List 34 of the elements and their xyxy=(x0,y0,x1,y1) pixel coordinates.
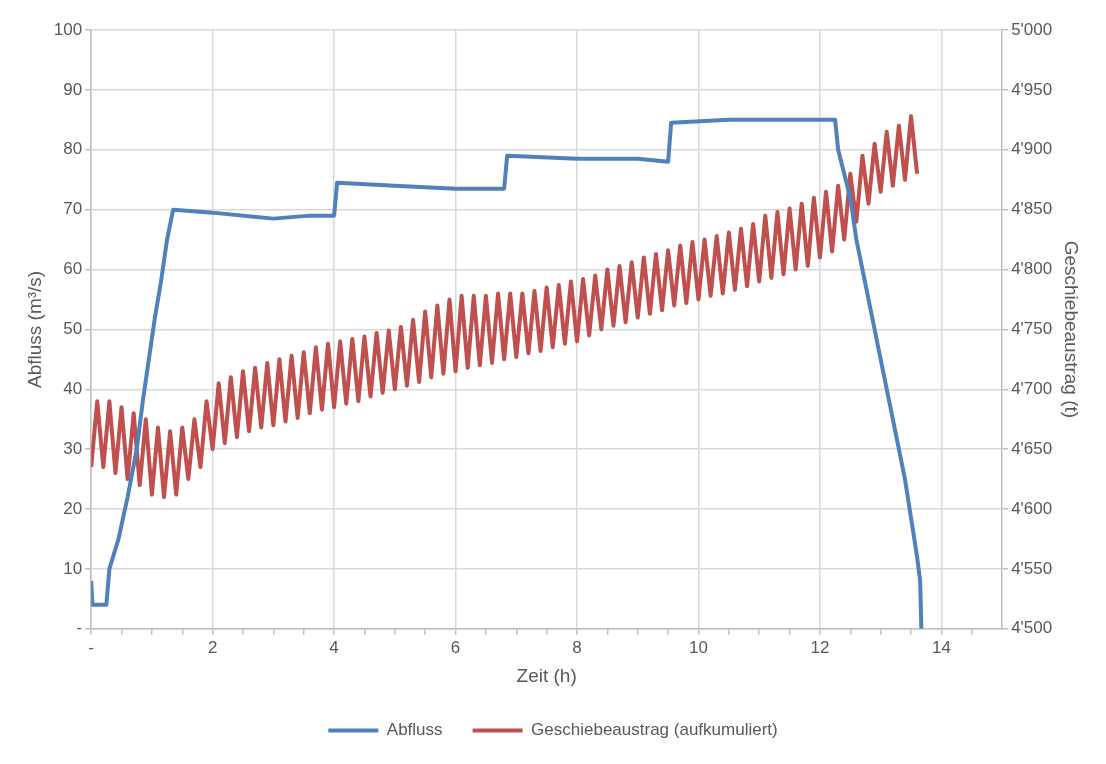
x-tick-label: 10 xyxy=(689,637,708,657)
x-tick-label: 2 xyxy=(207,637,218,657)
y-tick-label: 40 xyxy=(63,378,83,398)
y-tick-label: 20 xyxy=(63,498,83,518)
y-tick-label: 10 xyxy=(63,558,83,578)
x-tick-label: 6 xyxy=(450,637,461,657)
y2-tick-label: 4'650 xyxy=(1011,438,1053,458)
x-tick-label: 14 xyxy=(931,637,951,657)
x-tick-label: 4 xyxy=(329,637,339,657)
legend-label: Geschiebeaustrag (aufkumuliert) xyxy=(531,720,778,740)
y-tick-label: 80 xyxy=(63,139,83,159)
y2-tick-label: 4'700 xyxy=(1011,378,1053,398)
y-tick-label: - xyxy=(76,618,83,638)
y2-tick-label: 4'550 xyxy=(1011,558,1053,578)
y-tick-label: 30 xyxy=(63,438,83,458)
y-tick-label: 90 xyxy=(63,79,83,99)
y2-tick-label: 4'900 xyxy=(1011,139,1053,159)
y2-axis-title: Geschiebeaustrag (t) xyxy=(1061,240,1083,419)
legend-label: Abfluss xyxy=(386,720,443,740)
y-tick-label: 70 xyxy=(63,199,83,219)
y-tick-label: 100 xyxy=(53,19,83,39)
y2-tick-label: 4'950 xyxy=(1011,79,1053,99)
y-tick-label: 50 xyxy=(63,319,83,339)
x-tick-label: 8 xyxy=(572,637,582,657)
y2-tick-label: 4'600 xyxy=(1011,498,1053,518)
x-tick-label: 12 xyxy=(810,637,830,657)
x-axis-title: Zeit (h) xyxy=(516,664,577,686)
y2-tick-label: 5'000 xyxy=(1011,19,1053,39)
y2-tick-label: 4'850 xyxy=(1011,199,1053,219)
y2-tick-label: 4'750 xyxy=(1011,319,1053,339)
y-axis-title: Abfluss (m³/s) xyxy=(23,270,45,388)
y2-tick-label: 4'500 xyxy=(1011,618,1053,638)
y2-tick-label: 4'800 xyxy=(1011,259,1053,279)
y-tick-label: 60 xyxy=(63,259,83,279)
